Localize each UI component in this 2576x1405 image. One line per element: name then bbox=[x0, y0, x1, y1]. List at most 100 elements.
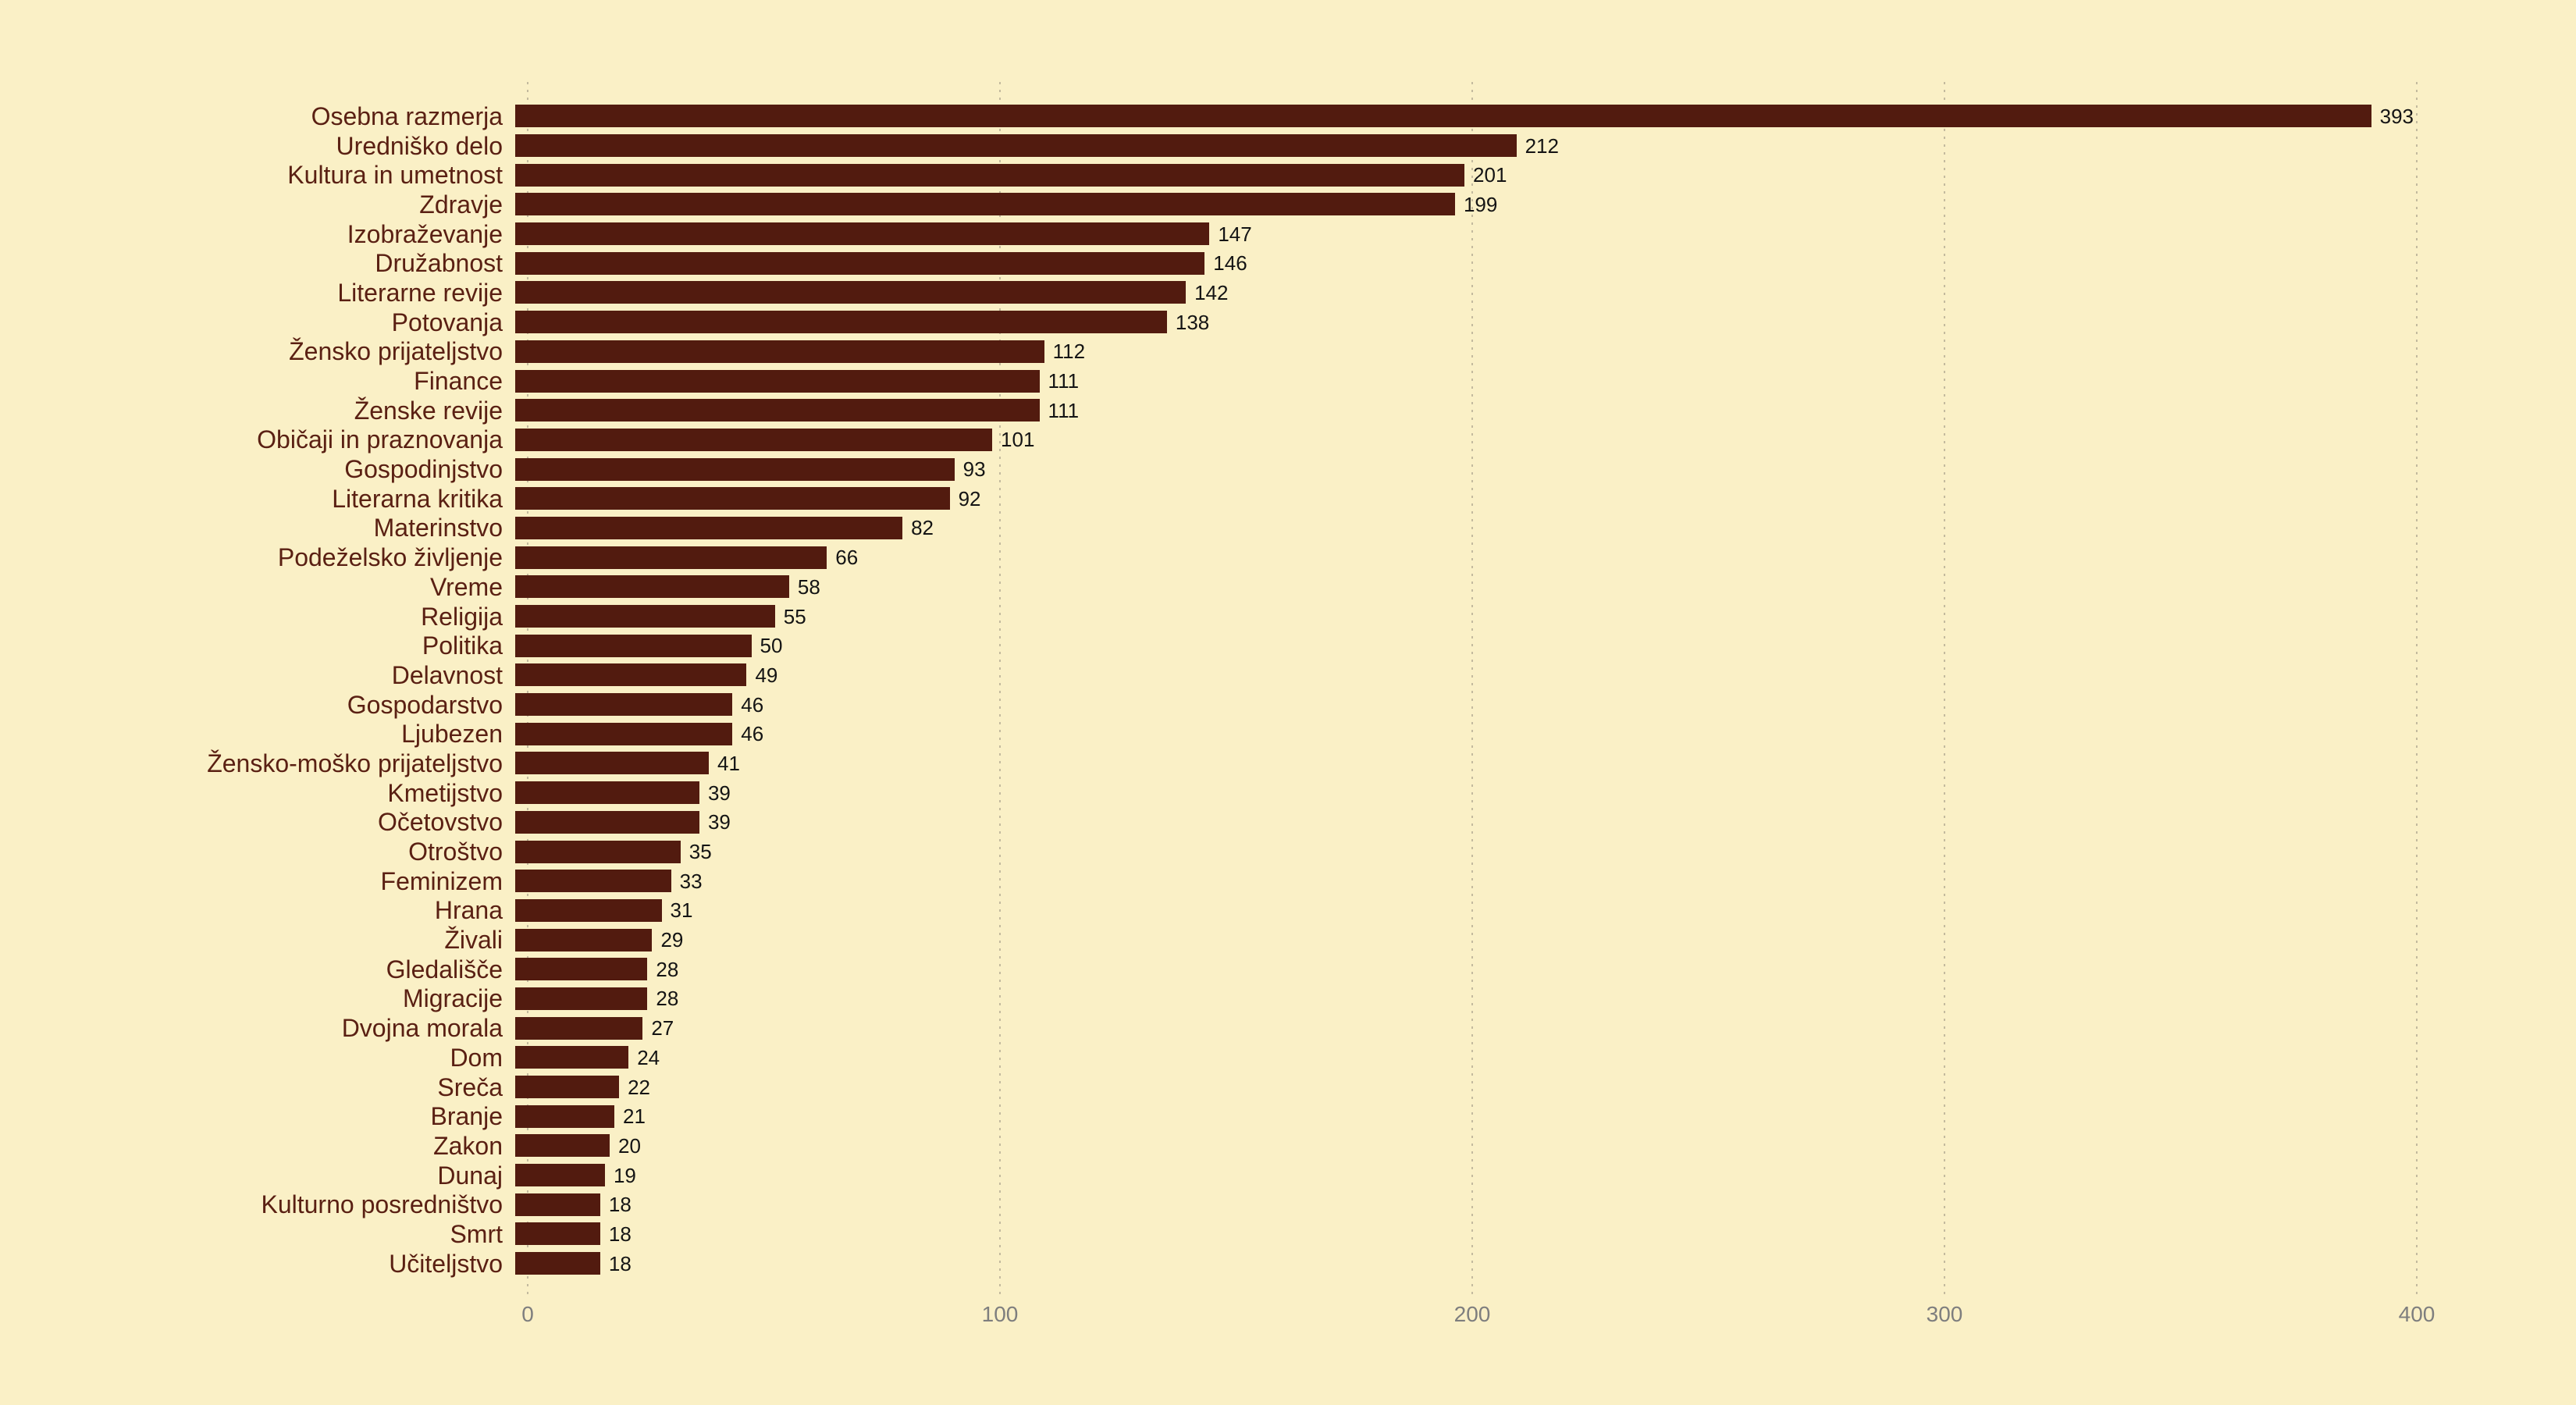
bar[interactable] bbox=[515, 781, 699, 805]
bar[interactable] bbox=[515, 634, 752, 657]
bar[interactable] bbox=[515, 399, 1040, 422]
bar[interactable] bbox=[515, 193, 1455, 216]
bar[interactable] bbox=[515, 958, 648, 981]
value-label: 199 bbox=[1463, 192, 1498, 216]
bar[interactable] bbox=[515, 898, 662, 922]
bar-row: Branje 21 bbox=[12, 1101, 2564, 1131]
bar-row: Očetovstvo 39 bbox=[12, 808, 2564, 838]
bar-track: 66 bbox=[515, 542, 2564, 572]
value-label: 46 bbox=[741, 692, 764, 717]
bar[interactable] bbox=[515, 163, 1465, 187]
bar-row: Politika 50 bbox=[12, 631, 2564, 660]
bar-row: Finance 111 bbox=[12, 366, 2564, 396]
category-label: Dunaj bbox=[437, 1161, 503, 1190]
bar-row: Religija 55 bbox=[12, 602, 2564, 631]
bar[interactable] bbox=[515, 1193, 600, 1216]
bar[interactable] bbox=[515, 1164, 605, 1187]
bar[interactable] bbox=[515, 369, 1040, 393]
bar-row: Gospodinjstvo 93 bbox=[12, 454, 2564, 484]
bar[interactable] bbox=[515, 810, 699, 834]
bar[interactable] bbox=[515, 134, 1517, 158]
x-axis-tick-label: 0 bbox=[521, 1302, 534, 1326]
value-label: 39 bbox=[707, 810, 731, 834]
category-label: Očetovstvo bbox=[377, 808, 503, 837]
bar-track: 49 bbox=[515, 660, 2564, 690]
value-label: 93 bbox=[962, 457, 986, 482]
value-label: 46 bbox=[741, 722, 764, 746]
value-label: 28 bbox=[656, 987, 679, 1011]
category-label: Literarne revije bbox=[337, 278, 503, 307]
bar[interactable] bbox=[515, 722, 733, 745]
bar[interactable] bbox=[515, 105, 2371, 128]
value-label: 111 bbox=[1048, 369, 1080, 393]
bar[interactable] bbox=[515, 340, 1044, 363]
bar-track: 82 bbox=[515, 514, 2564, 543]
bar-row: Dunaj 19 bbox=[12, 1161, 2564, 1190]
bar-row: Migracije 28 bbox=[12, 984, 2564, 1014]
bar[interactable] bbox=[515, 752, 710, 775]
bar[interactable] bbox=[515, 251, 1205, 275]
value-label: 55 bbox=[783, 604, 806, 628]
bar-track: 93 bbox=[515, 454, 2564, 484]
bar[interactable] bbox=[515, 1134, 610, 1158]
bar[interactable] bbox=[515, 1252, 600, 1275]
bar[interactable] bbox=[515, 428, 993, 451]
bar-row: Zdravje 199 bbox=[12, 190, 2564, 219]
bar[interactable] bbox=[515, 1222, 600, 1246]
bar-row: Ženske revije 111 bbox=[12, 396, 2564, 425]
bar[interactable] bbox=[515, 663, 747, 687]
bar[interactable] bbox=[515, 1016, 643, 1040]
bar[interactable] bbox=[515, 457, 955, 481]
category-label: Ljubezen bbox=[401, 720, 503, 749]
bar[interactable] bbox=[515, 546, 827, 569]
bar[interactable] bbox=[515, 605, 775, 628]
bar-track: 18 bbox=[515, 1219, 2564, 1249]
bar-track: 18 bbox=[515, 1249, 2564, 1279]
bar[interactable] bbox=[515, 1104, 615, 1128]
bar-track: 18 bbox=[515, 1190, 2564, 1219]
category-label: Materinstvo bbox=[373, 514, 503, 542]
category-label: Učiteljstvo bbox=[389, 1249, 503, 1278]
bar-row: Zakon 20 bbox=[12, 1131, 2564, 1161]
bar[interactable] bbox=[515, 487, 950, 510]
category-label: Vreme bbox=[429, 572, 503, 601]
bar-track: 41 bbox=[515, 749, 2564, 778]
bar[interactable] bbox=[515, 987, 648, 1010]
gridline bbox=[1944, 82, 1945, 1298]
value-label: 393 bbox=[2379, 104, 2414, 128]
category-label: Religija bbox=[421, 602, 503, 631]
value-label: 31 bbox=[670, 898, 693, 923]
bar[interactable] bbox=[515, 222, 1210, 246]
gridlines bbox=[527, 82, 2576, 1298]
bar[interactable] bbox=[515, 1046, 629, 1069]
bar[interactable] bbox=[515, 311, 1167, 334]
bar[interactable] bbox=[515, 870, 671, 893]
bar-row: Običaji in praznovanja 101 bbox=[12, 425, 2564, 455]
bar-row: Osebna razmerja 393 bbox=[12, 101, 2564, 131]
bar-track: 22 bbox=[515, 1072, 2564, 1102]
category-label: Smrt bbox=[450, 1219, 503, 1248]
category-label: Osebna razmerja bbox=[311, 101, 503, 130]
value-label: 27 bbox=[651, 1016, 674, 1040]
bar[interactable] bbox=[515, 516, 903, 539]
value-label: 138 bbox=[1175, 310, 1210, 334]
bar[interactable] bbox=[515, 840, 681, 863]
x-axis: 0 100 200 300 400 bbox=[521, 1302, 2576, 1333]
x-axis-tick-label: 100 bbox=[981, 1302, 1019, 1326]
x-axis-tick-label: 200 bbox=[1453, 1302, 1491, 1326]
bar[interactable] bbox=[515, 575, 789, 599]
bar-track: 138 bbox=[515, 308, 2564, 337]
bar[interactable] bbox=[515, 1076, 620, 1099]
bar-row: Gospodarstvo 46 bbox=[12, 690, 2564, 720]
category-label: Hrana bbox=[434, 896, 503, 925]
bar[interactable] bbox=[515, 693, 733, 717]
bar[interactable] bbox=[515, 281, 1187, 304]
bar-row: Sreča 22 bbox=[12, 1072, 2564, 1102]
bar-row: Materinstvo 82 bbox=[12, 514, 2564, 543]
bar[interactable] bbox=[515, 928, 653, 951]
bar-row: Vreme 58 bbox=[12, 572, 2564, 602]
category-label: Ženske revije bbox=[354, 396, 503, 425]
value-label: 58 bbox=[797, 574, 820, 599]
bar-row: Podeželsko življenje 66 bbox=[12, 542, 2564, 572]
